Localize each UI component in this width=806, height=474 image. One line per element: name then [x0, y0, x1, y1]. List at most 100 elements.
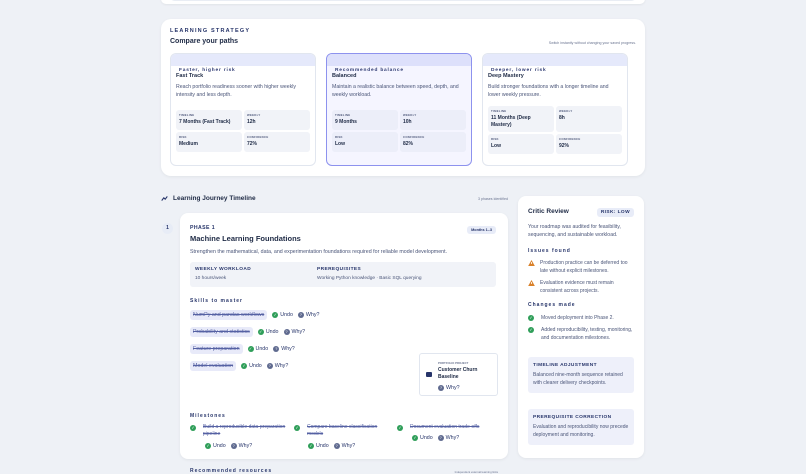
folder-icon — [426, 372, 432, 377]
path-band-label: Recommended balance — [335, 68, 404, 73]
issue-item: Production practice can be deferred too … — [528, 259, 636, 275]
path-timeline: TIMELINE 11 Months (Deep Mastery) — [488, 106, 554, 132]
skill-chip: NumPy and pandas workflows — [190, 310, 268, 320]
skills-heading: Skills to master — [190, 298, 243, 304]
phase-months-badge: Months 1–3 — [467, 226, 496, 234]
path-timeline: TIMELINE 7 Months (Fast Track) — [176, 110, 242, 130]
path-weekly: WEEKLY 10h — [400, 110, 466, 130]
path-desc: Maintain a realistic balance between spe… — [332, 84, 459, 98]
phase-label: PHASE 1 — [190, 225, 215, 231]
risk-badge: RISK: LOW — [596, 208, 634, 217]
path-band-label: Faster, higher risk — [179, 68, 236, 73]
path-name: Deep Mastery — [488, 73, 524, 79]
path-desc: Build stronger foundations with a longer… — [488, 84, 609, 98]
warning-icon — [528, 260, 535, 266]
phase-description: Strengthen the mathematical, data, and e… — [190, 249, 448, 255]
undo-button[interactable]: ✓ Undo — [247, 346, 269, 352]
phase-count: 3 phases identified — [478, 197, 508, 201]
undo-button[interactable]: ✓ Undo — [241, 363, 262, 369]
path-confidence: CONFIDENCE 82% — [400, 132, 466, 152]
check-icon: ✓ — [528, 315, 534, 321]
why-button[interactable]: ? Why? — [273, 346, 295, 352]
check-icon: ✓ — [528, 327, 534, 333]
why-button[interactable]: ? Why? — [283, 329, 306, 335]
previous-card — [161, 0, 645, 4]
path-name: Fast Track — [176, 73, 204, 79]
path-desc: Reach portfolio readiness sooner with hi… — [176, 84, 296, 98]
critic-review-card: Critic Review RISK: LOW Your roadmap was… — [518, 196, 644, 458]
change-item: ✓ Moved deployment into Phase 2. — [528, 315, 614, 321]
prereq-value: Working Python knowledge · Basic SQL que… — [317, 276, 422, 281]
why-button[interactable]: ? Why? — [230, 443, 253, 449]
undo-button[interactable]: ✓ Undo — [412, 435, 433, 441]
skill-chip: Model evaluation — [190, 361, 237, 371]
portfolio-label: PORTFOLIO PROJECT — [438, 361, 469, 365]
resources-note: Independent external learning links — [454, 470, 498, 474]
learning-journey-timeline: Learning Journey Timeline 3 phases ident… — [161, 189, 510, 474]
section-eyebrow: Learning Strategy — [170, 28, 251, 34]
section-title: Compare your paths — [170, 38, 239, 45]
milestone-actions: ✓ Undo ? Why? — [303, 443, 355, 449]
why-button[interactable]: ? Why? — [297, 312, 320, 318]
route-icon — [161, 196, 168, 201]
path-risk: RISK Low — [332, 132, 398, 152]
path-card-fast-track[interactable]: Faster, higher risk Fast Track Reach por… — [170, 53, 316, 166]
critic-description: Your roadmap was audited for feasibility… — [528, 224, 621, 238]
learning-strategy-card: Learning Strategy Compare your paths Swi… — [161, 19, 645, 176]
portfolio-value: Customer Churn Baseline — [438, 367, 478, 380]
prereq-label: PREREQUISITES — [317, 267, 362, 272]
undo-button[interactable]: ✓ Undo — [272, 312, 293, 318]
milestones-heading: Milestones — [190, 413, 226, 419]
changes-heading: Changes made — [528, 302, 576, 308]
skill-row: NumPy and pandas workflows ✓ Undo ? Why? — [190, 310, 319, 320]
path-confidence: CONFIDENCE 72% — [244, 132, 310, 152]
issue-item: Evaluation evidence must remain consiste… — [528, 279, 636, 295]
path-card-balanced[interactable]: Recommended balance Balanced Maintain a … — [326, 53, 472, 166]
phase-title: Machine Learning Foundations — [190, 234, 301, 243]
check-icon: ✓ — [190, 425, 196, 431]
workload-value: 10 hours/week — [195, 276, 227, 281]
skill-row: Model evaluation ✓ Undo ? Why? — [190, 361, 288, 371]
skill-row: Feature preparation ✓ Undo ? Why? — [190, 344, 295, 354]
phase-step-marker: 1 — [162, 223, 173, 234]
milestone-item: ✓ Document evaluation trade-offs — [397, 424, 480, 431]
milestone-actions: ✓ Undo ? Why? — [407, 435, 459, 441]
why-button[interactable]: ? Why? — [333, 443, 356, 449]
path-card-deep-mastery[interactable]: Deeper, lower risk Deep Mastery Build st… — [482, 53, 628, 166]
path-confidence: CONFIDENCE 92% — [556, 134, 622, 154]
path-risk: RISK Low — [488, 134, 554, 154]
path-weekly: WEEKLY 8h — [556, 106, 622, 132]
why-button[interactable]: ? Why? — [437, 435, 460, 441]
undo-button[interactable]: ✓ Undo — [308, 443, 329, 449]
path-risk: RISK Medium — [176, 132, 242, 152]
change-item: ✓ Added reproducibility, testing, monitor… — [528, 327, 633, 341]
check-icon: ✓ — [294, 425, 300, 431]
why-button[interactable]: ? Why? — [266, 363, 289, 369]
undo-button[interactable]: ✓ Undo — [205, 443, 226, 449]
skill-chip: Feature preparation — [190, 344, 243, 354]
path-band-label: Deeper, lower risk — [491, 68, 547, 73]
undo-button[interactable]: ✓ Undo — [257, 329, 279, 335]
issues-heading: Issues found — [528, 248, 571, 254]
workload-label: WEEKLY WORKLOAD — [195, 267, 252, 272]
phase-card: PHASE 1 Machine Learning Foundations Mon… — [180, 213, 508, 474]
skill-row: Probability and statistics ✓ Undo ? Why? — [190, 327, 305, 337]
switch-note: Switch instantly without changing your s… — [548, 41, 636, 45]
milestone-actions: ✓ Undo ? Why? — [200, 443, 252, 449]
warning-icon — [528, 280, 535, 286]
timeline-adjustment-note: TIMELINE ADJUSTMENT Balanced nine-month … — [528, 357, 634, 393]
skill-chip: Probability and statistics — [190, 327, 253, 337]
milestone-item: ✓ Build a reproducible data-preparation p… — [190, 424, 286, 437]
resources-heading: Recommended resources — [190, 468, 273, 474]
milestone-item: ✓ Compare baseline classification models — [294, 424, 378, 437]
workload-box: WEEKLY WORKLOAD 10 hours/week PREREQUISI… — [190, 262, 496, 287]
why-button[interactable]: ? Why? — [438, 385, 460, 391]
path-timeline: TIMELINE 9 Months — [332, 110, 398, 130]
timeline-title: Learning Journey Timeline — [173, 195, 256, 202]
check-icon: ✓ — [397, 425, 403, 431]
critic-title: Critic Review — [528, 208, 569, 215]
path-weekly: WEEKLY 12h — [244, 110, 310, 130]
path-name: Balanced — [332, 73, 357, 79]
prerequisite-correction-note: PREREQUISITE CORRECTION Evaluation and r… — [528, 409, 634, 445]
portfolio-project-card: PORTFOLIO PROJECT Customer Churn Baselin… — [419, 353, 498, 396]
